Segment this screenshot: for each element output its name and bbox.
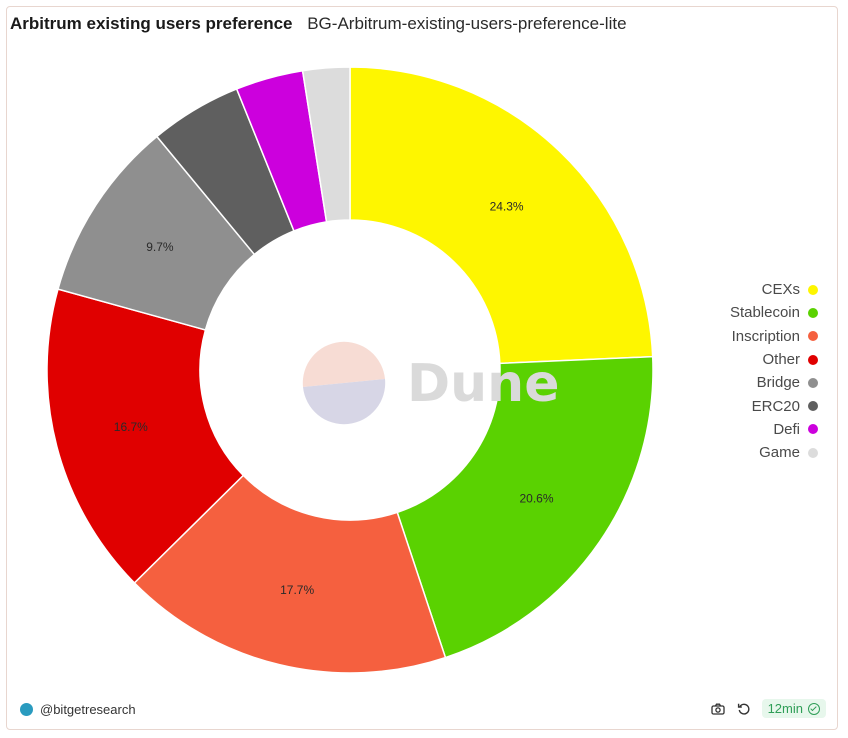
slice-game[interactable] (301, 66, 351, 223)
data-label-other: 16.7% (114, 420, 148, 434)
watermark-logo-icon (302, 341, 385, 387)
legend-item-game[interactable]: Game (678, 441, 818, 464)
legend-item-other[interactable]: Other (678, 348, 818, 371)
legend-swatch (808, 307, 818, 318)
data-label-inscription: 17.7% (280, 583, 314, 597)
legend-label: Other (762, 351, 800, 369)
legend-label: Defi (773, 420, 800, 438)
legend-label: ERC20 (751, 397, 800, 415)
data-label-bridge: 9.7% (146, 240, 174, 254)
legend-swatch (808, 331, 818, 342)
footer-actions: 12min (710, 699, 826, 718)
slice-stablecoin[interactable] (396, 355, 654, 659)
chart-title: Arbitrum existing users preference (10, 14, 293, 33)
legend-label: Inscription (731, 327, 800, 345)
query-name[interactable]: BG-Arbitrum-existing-users-preference-li… (307, 14, 627, 33)
account-link[interactable]: @bitgetresearch (20, 702, 136, 717)
dune-watermark: Dune (302, 341, 559, 425)
legend-label: CEXs (761, 281, 800, 299)
refresh-time: 12min (767, 701, 803, 716)
legend-swatch (808, 377, 818, 388)
slice-inscription[interactable] (133, 474, 447, 674)
legend-item-bridge[interactable]: Bridge (678, 371, 818, 394)
legend-item-stablecoin[interactable]: Stablecoin (678, 301, 818, 324)
legend-label: Game (759, 444, 800, 462)
legend-swatch (808, 447, 818, 458)
watermark-text: Dune (407, 354, 559, 414)
legend-item-inscription[interactable]: Inscription (678, 325, 818, 348)
legend-item-erc20[interactable]: ERC20 (678, 394, 818, 417)
refresh-icon[interactable] (736, 701, 752, 717)
legend-swatch (808, 424, 818, 435)
check-circle-icon (808, 702, 820, 715)
legend-swatch (808, 354, 818, 365)
data-label-stablecoin: 20.6% (520, 491, 554, 505)
chart-legend: CEXs Stablecoin Inscription Other Bridge ERC2… (678, 278, 818, 464)
data-label-cexs: 24.3% (490, 199, 524, 213)
account-avatar-icon (20, 703, 33, 716)
legend-item-cexs[interactable]: CEXs (678, 278, 818, 301)
account-handle: @bitgetresearch (40, 702, 136, 717)
camera-icon[interactable] (710, 701, 726, 717)
slice-cexs[interactable] (349, 66, 654, 365)
legend-item-defi[interactable]: Defi (678, 418, 818, 441)
slice-other[interactable] (46, 288, 245, 584)
refresh-status-badge[interactable]: 12min (761, 699, 826, 718)
legend-swatch (808, 401, 818, 412)
chart-header: Arbitrum existing users preference BG-Ar… (10, 14, 627, 34)
legend-swatch (808, 284, 818, 295)
legend-label: Bridge (756, 374, 800, 392)
legend-label: Stablecoin (729, 304, 800, 322)
